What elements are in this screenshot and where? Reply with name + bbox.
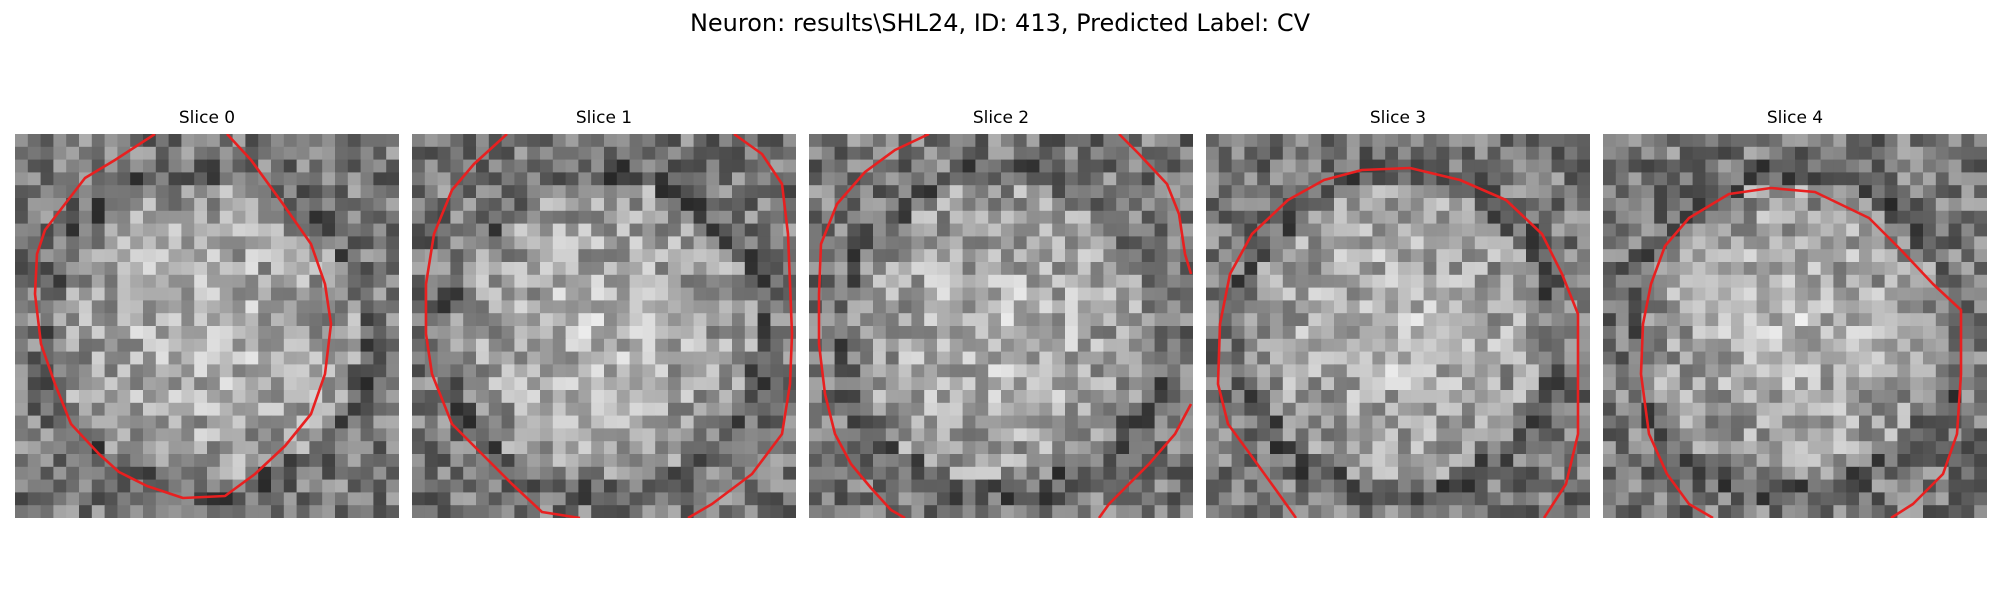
segmentation-contour — [1118, 134, 1193, 275]
slice-panel-4: Slice 4 — [1603, 108, 1987, 518]
slice-image — [15, 134, 399, 518]
slice-image — [1603, 134, 1987, 518]
segmentation-contour — [1639, 186, 1963, 518]
slice-title: Slice 0 — [178, 108, 236, 128]
slice-title: Slice 1 — [575, 108, 633, 128]
segmentation-contour — [817, 134, 930, 518]
segmentation-contour — [33, 134, 333, 500]
slice-title: Slice 2 — [972, 108, 1030, 128]
slice-panel-1: Slice 1 — [412, 108, 796, 518]
segmentation-contour — [687, 134, 794, 518]
slice-panel-3: Slice 3 — [1206, 108, 1590, 518]
figure-title: Neuron: results\SHL24, ID: 413, Predicte… — [689, 9, 1311, 37]
slice-panel-0: Slice 0 — [15, 108, 399, 518]
slice-image — [1206, 134, 1590, 518]
slice-panel-2: Slice 2 — [809, 108, 1193, 518]
slice-title: Slice 3 — [1369, 108, 1427, 128]
slice-image — [809, 134, 1193, 518]
slice-title: Slice 4 — [1766, 108, 1824, 128]
segmentation-contour — [1216, 166, 1580, 518]
segmentation-contour — [1097, 403, 1193, 518]
slice-image — [412, 134, 796, 518]
segmentation-contour — [424, 134, 581, 518]
